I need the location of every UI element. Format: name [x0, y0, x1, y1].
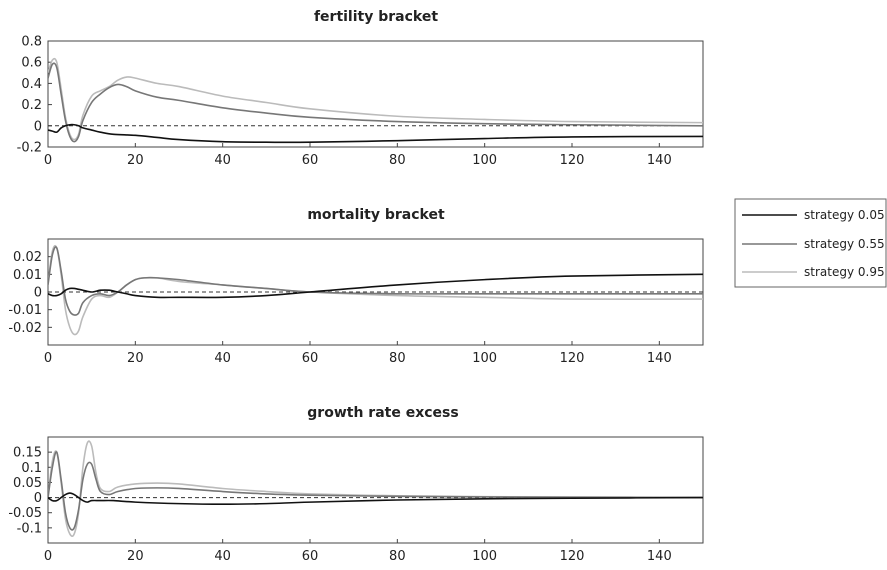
y-tick-label: 0: [34, 119, 42, 134]
x-tick-label: 20: [127, 351, 144, 366]
y-tick-label: 0.05: [13, 476, 42, 491]
panel-title: fertility bracket: [314, 9, 438, 25]
y-tick-label: 0.6: [21, 56, 42, 71]
plot-area: [47, 436, 704, 544]
x-tick-label: 60: [302, 351, 319, 366]
plot-area: [47, 238, 704, 346]
y-tick-label: -0.01: [8, 303, 42, 318]
x-tick-label: 140: [647, 153, 672, 168]
x-tick-label: 80: [389, 153, 406, 168]
y-tick-label: -0.02: [8, 321, 42, 336]
x-tick-label: 40: [214, 153, 231, 168]
series-line-strategy-0-55: [48, 62, 703, 143]
series-line-strategy-0-05: [48, 492, 703, 506]
x-tick-label: 0: [44, 549, 52, 564]
series-line-strategy-0-55: [48, 246, 703, 316]
x-tick-label: 100: [472, 153, 497, 168]
y-tick-label: 0.1: [21, 461, 42, 476]
panel-fertility-bracket: fertility bracket 0 20 40 60 80 100 120 140 -0.2…: [17, 9, 704, 168]
x-tick-label: 0: [44, 153, 52, 168]
series-line-strategy-0-05: [48, 123, 703, 144]
panel-mortality-bracket: mortality bracket 0 20 40 60 80 100 120 140 -0.0…: [8, 207, 704, 366]
legend-label-strategy-0-05: strategy 0.05: [804, 208, 885, 222]
series-line-strategy-0-55: [48, 451, 703, 531]
y-tick-label: 0.15: [13, 446, 42, 461]
x-tick-label: 60: [302, 549, 319, 564]
y-tick-label: -0.05: [8, 506, 42, 521]
x-tick-label: 100: [472, 351, 497, 366]
y-tick-label: 0: [34, 491, 42, 506]
legend-label-strategy-0-55: strategy 0.55: [804, 237, 885, 251]
y-tick-label: 0.8: [21, 35, 42, 50]
panel-growth-rate-excess: growth rate excess 0 20 40 60 80 100 120 140 -0.…: [8, 405, 704, 564]
panel-title: growth rate excess: [307, 405, 458, 421]
x-tick-label: 140: [647, 549, 672, 564]
legend: strategy 0.05 strategy 0.55 strategy 0.9…: [734, 198, 887, 288]
x-tick-label: 80: [389, 549, 406, 564]
x-tick-label: 120: [560, 549, 585, 564]
plot-area: [47, 40, 704, 148]
y-tick-label: 0.2: [21, 98, 42, 113]
x-tick-label: 60: [302, 153, 319, 168]
x-tick-label: 80: [389, 351, 406, 366]
legend-label-strategy-0-95: strategy 0.95: [804, 265, 885, 279]
series-line-strategy-0-05: [48, 273, 703, 299]
x-tick-label: 140: [647, 351, 672, 366]
x-tick-label: 20: [127, 153, 144, 168]
x-tick-label: 120: [560, 351, 585, 366]
x-tick-label: 20: [127, 549, 144, 564]
y-tick-label: 0: [34, 286, 42, 301]
panel-title: mortality bracket: [307, 207, 445, 223]
y-tick-label: 0.02: [13, 250, 42, 265]
x-tick-label: 100: [472, 549, 497, 564]
y-tick-label: 0.4: [21, 77, 42, 92]
x-tick-label: 40: [214, 351, 231, 366]
x-tick-label: 120: [560, 153, 585, 168]
y-tick-label: 0.01: [13, 268, 42, 283]
y-tick-label: -0.2: [17, 141, 42, 156]
y-tick-label: -0.1: [17, 521, 42, 536]
x-tick-label: 40: [214, 549, 231, 564]
x-tick-label: 0: [44, 351, 52, 366]
